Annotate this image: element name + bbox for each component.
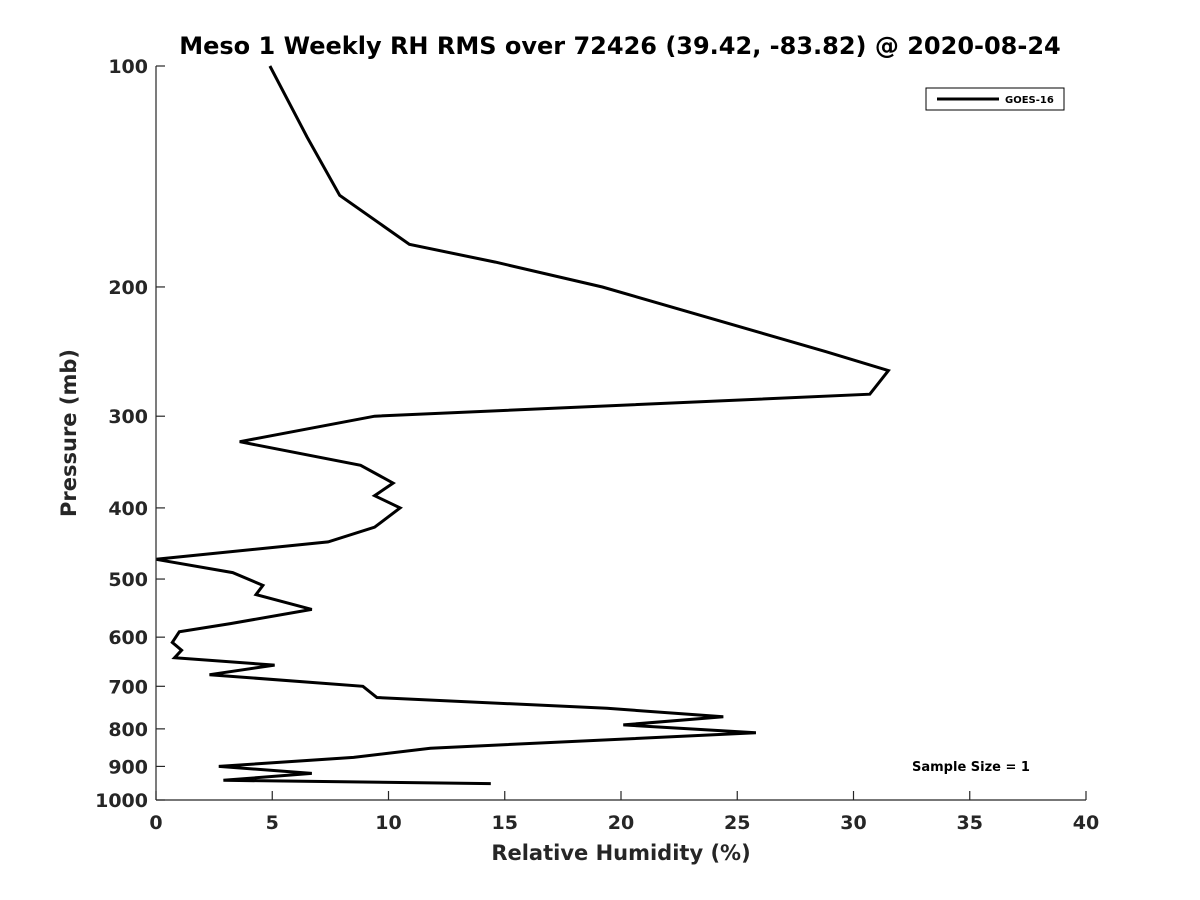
y-tick-label: 700: [108, 676, 148, 698]
x-tick-label: 20: [608, 812, 634, 834]
legend-label-goes16: GOES-16: [1005, 95, 1054, 106]
series-line-goes16: [155, 65, 891, 786]
x-tick-label: 0: [149, 812, 162, 834]
y-tick-label: 200: [108, 277, 148, 299]
x-axis-label: Relative Humidity (%): [491, 841, 750, 865]
x-tick-label: 15: [492, 812, 518, 834]
y-tick-label: 600: [108, 627, 148, 649]
legend: GOES-16: [925, 87, 1065, 111]
sample-size-annotation: Sample Size = 1: [912, 760, 1030, 775]
y-ticks: 100 200 300 400 500 600 700 800 900 1000: [95, 56, 165, 812]
x-tick-label: 10: [375, 812, 401, 834]
x-ticks: 0 5 10 15 20 25 30 35 40: [149, 791, 1099, 834]
x-tick-label: 25: [724, 812, 750, 834]
x-tick-label: 40: [1073, 812, 1099, 834]
x-tick-label: 5: [266, 812, 279, 834]
y-tick-label: 800: [108, 719, 148, 741]
y-tick-label: 500: [108, 569, 148, 591]
x-tick-label: 30: [840, 812, 866, 834]
y-tick-label: 300: [108, 406, 148, 428]
y-tick-label: 900: [108, 756, 148, 778]
x-tick-label: 35: [957, 812, 983, 834]
chart-title: Meso 1 Weekly RH RMS over 72426 (39.42, …: [179, 32, 1061, 60]
y-axis-label: Pressure (mb): [57, 349, 81, 517]
y-tick-label: 1000: [95, 790, 148, 812]
y-tick-label: 400: [108, 498, 148, 520]
y-tick-label: 100: [108, 56, 148, 78]
